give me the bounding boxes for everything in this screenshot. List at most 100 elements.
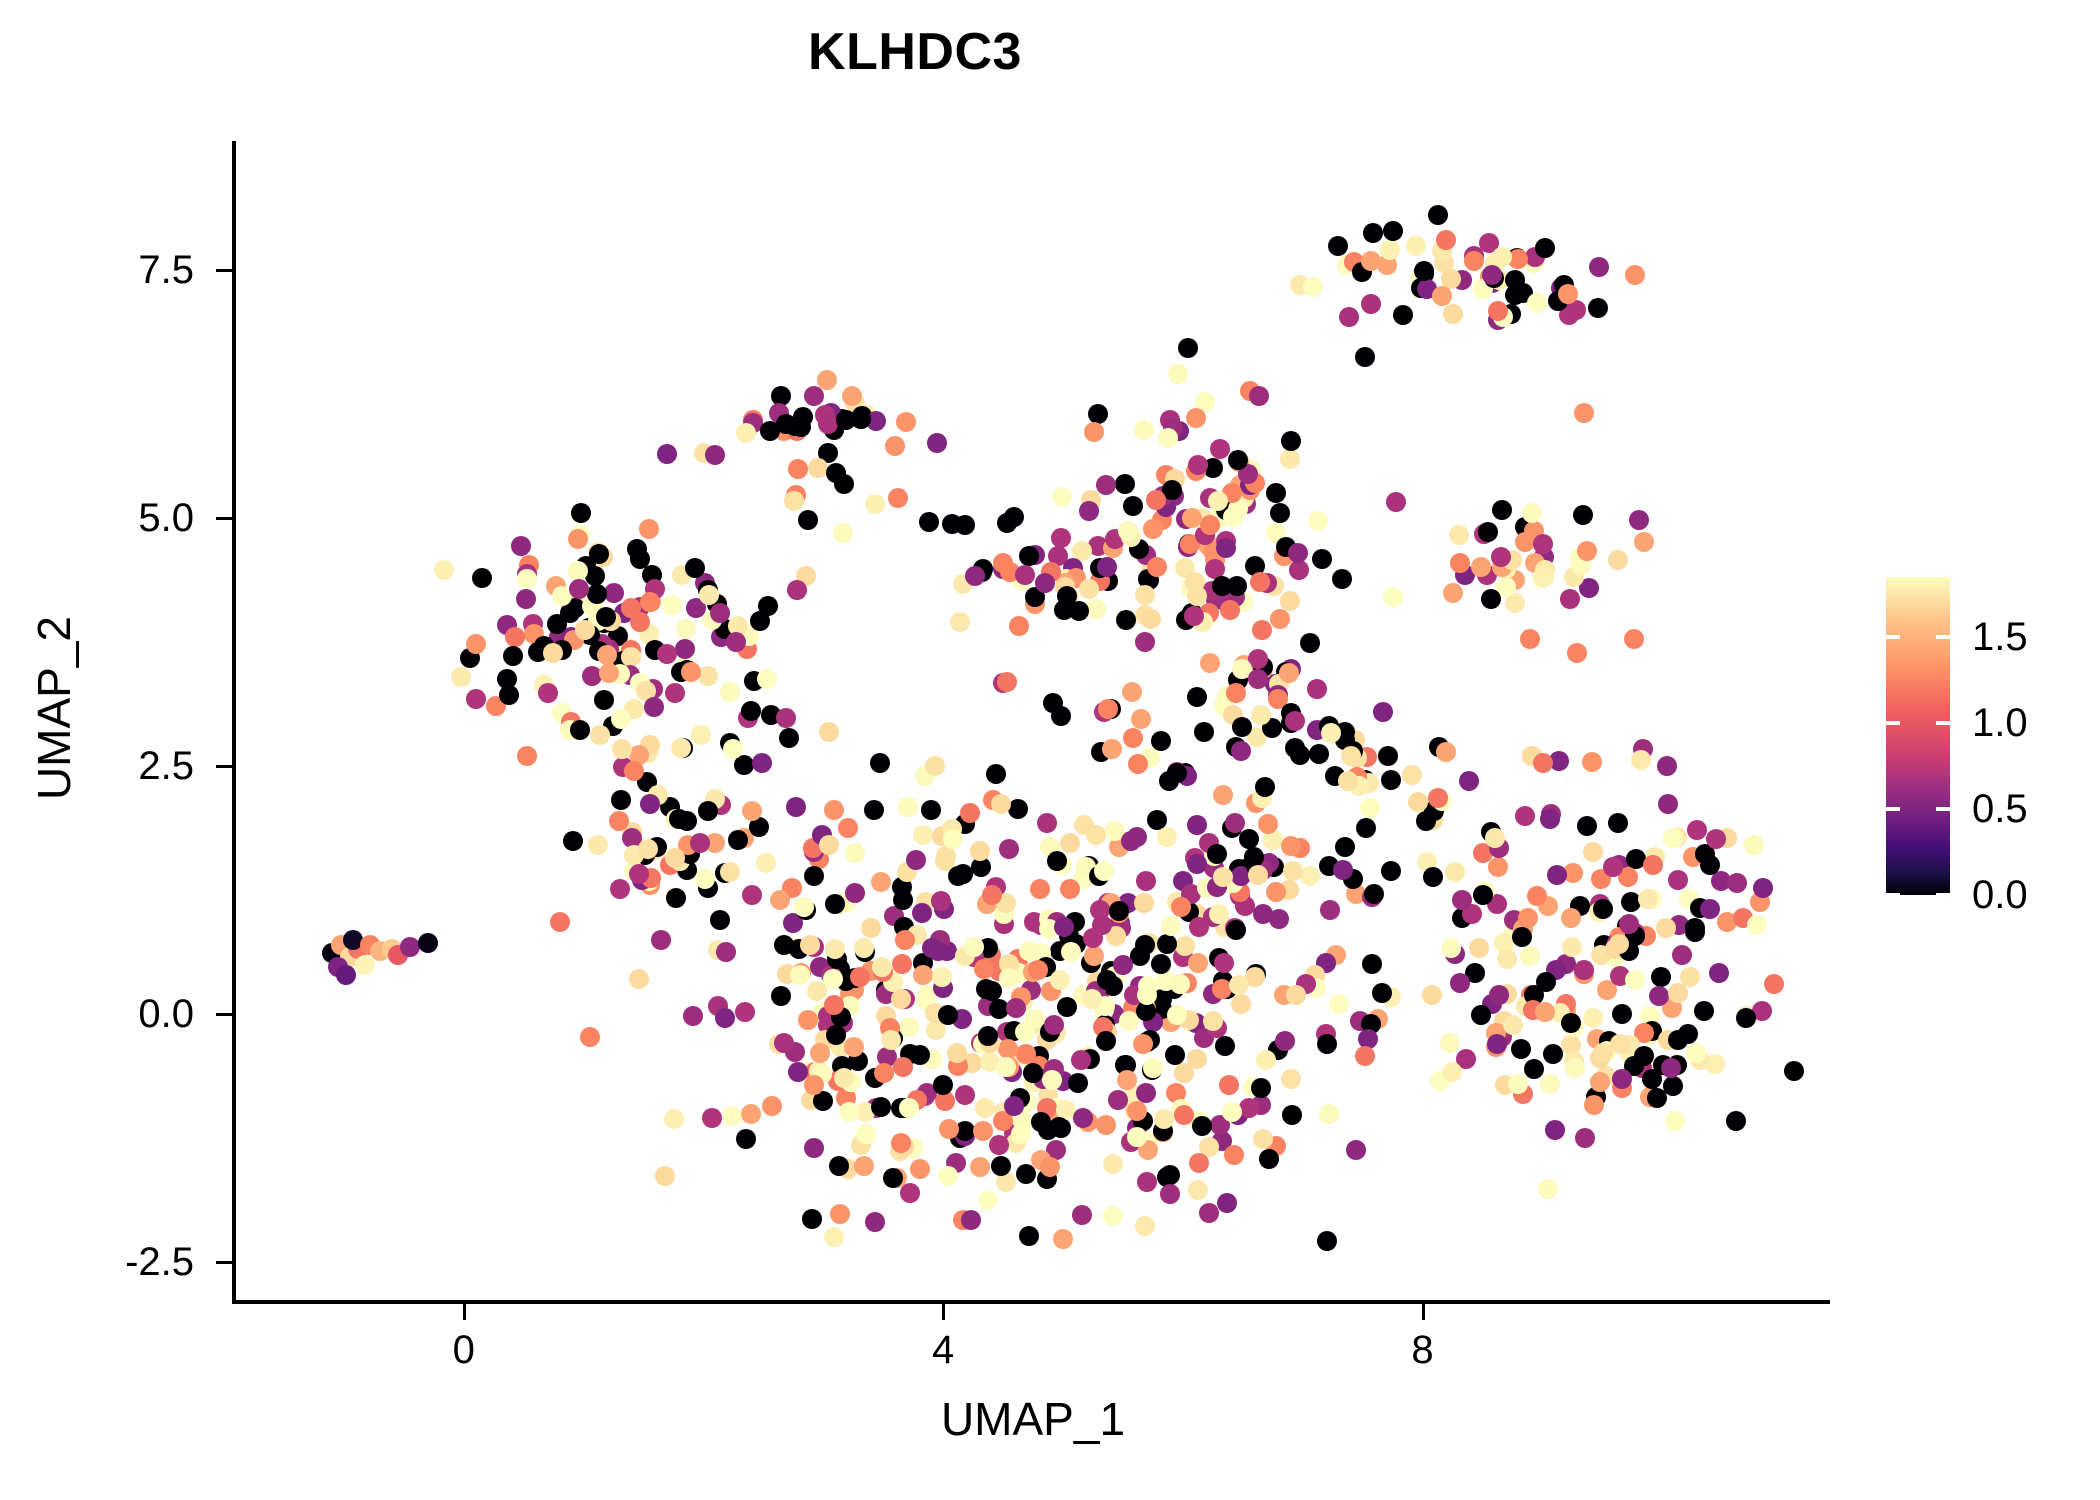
- scatter-point: [833, 522, 854, 543]
- scatter-point: [735, 423, 756, 444]
- scatter-point: [895, 929, 916, 950]
- scatter-point: [1255, 776, 1276, 797]
- scatter-point: [1633, 1022, 1654, 1043]
- y-axis-line: [232, 141, 236, 1304]
- scatter-point: [1213, 785, 1234, 806]
- scatter-point: [1170, 897, 1191, 918]
- scatter-point: [1096, 1115, 1117, 1136]
- scatter-point: [1623, 629, 1644, 650]
- scatter-point: [1147, 556, 1168, 577]
- scatter-point: [1285, 985, 1306, 1006]
- scatter-point: [1128, 753, 1149, 774]
- scatter-point: [399, 936, 420, 957]
- scatter-point: [1694, 843, 1715, 864]
- scatter-point: [900, 1183, 921, 1204]
- scatter-point: [1300, 633, 1321, 654]
- scatter-point: [1047, 850, 1068, 871]
- scatter-point: [1539, 1073, 1560, 1094]
- scatter-point: [733, 754, 754, 775]
- scatter-point: [1764, 973, 1785, 994]
- scatter-point: [990, 793, 1011, 814]
- scatter-point: [896, 412, 917, 433]
- scatter-point: [1491, 247, 1512, 268]
- scatter-point: [593, 689, 614, 710]
- scatter-point: [922, 938, 943, 959]
- scatter-point: [1256, 1049, 1277, 1070]
- scatter-point: [1621, 891, 1642, 912]
- scatter-point: [701, 1107, 722, 1128]
- scatter-point: [1270, 503, 1291, 524]
- scatter-point: [1596, 980, 1617, 1001]
- scatter-point: [824, 994, 845, 1015]
- scatter-point: [1287, 543, 1308, 563]
- scatter-point: [1607, 550, 1628, 571]
- scatter-point: [1784, 1061, 1805, 1082]
- scatter-point: [1481, 588, 1501, 609]
- scatter-point: [1023, 1063, 1044, 1084]
- scatter-point: [620, 646, 641, 667]
- scatter-point: [1188, 1180, 1209, 1201]
- scatter-point: [1316, 1033, 1337, 1054]
- scatter-point: [570, 502, 591, 523]
- scatter-point: [971, 856, 992, 877]
- scatter-point: [802, 1208, 823, 1229]
- scatter-point: [565, 597, 586, 618]
- scatter-point: [1668, 1029, 1689, 1050]
- scatter-point: [1051, 705, 1071, 726]
- scatter-point: [1101, 738, 1122, 759]
- scatter-point: [1496, 949, 1517, 970]
- scatter-point: [1189, 1153, 1210, 1173]
- scatter-point: [1588, 256, 1609, 277]
- scatter-point: [1191, 1115, 1212, 1136]
- scatter-point: [1194, 722, 1215, 743]
- scatter-point: [570, 720, 591, 741]
- scatter-point: [722, 1106, 743, 1127]
- scatter-point: [841, 386, 862, 407]
- scatter-point: [1136, 871, 1157, 892]
- scatter-point: [1582, 752, 1603, 773]
- scatter-point: [1228, 449, 1249, 470]
- scatter-point: [975, 1098, 996, 1119]
- scatter-point: [1209, 438, 1230, 459]
- scatter-point: [1015, 1043, 1036, 1064]
- scatter-point: [675, 639, 696, 660]
- scatter-point: [1630, 750, 1651, 770]
- scatter-point: [727, 616, 748, 637]
- scatter-point: [604, 582, 625, 603]
- scatter-point: [640, 591, 661, 612]
- scatter-point: [670, 737, 691, 758]
- scatter-point: [1143, 1058, 1164, 1079]
- scatter-point: [779, 728, 800, 749]
- scatter-point: [1278, 663, 1299, 684]
- scatter-point: [1185, 571, 1206, 592]
- scatter-point: [1619, 914, 1640, 935]
- scatter-point: [1527, 886, 1548, 907]
- scatter-point: [825, 893, 846, 914]
- scatter-point: [1208, 490, 1229, 511]
- scatter-point: [1145, 489, 1166, 510]
- scatter-point: [969, 840, 990, 861]
- scatter-point: [1221, 1102, 1242, 1123]
- scatter-point: [849, 966, 870, 987]
- scatter-point: [1502, 1015, 1523, 1035]
- scatter-point: [1174, 1104, 1195, 1125]
- scatter-point: [799, 934, 820, 955]
- scatter-point: [893, 889, 914, 910]
- scatter-point: [1150, 731, 1171, 752]
- scatter-point: [1268, 689, 1289, 710]
- scatter-point: [682, 1006, 703, 1027]
- scatter-point: [959, 803, 980, 824]
- scatter-point: [1661, 1057, 1682, 1078]
- scatter-point: [1364, 883, 1385, 904]
- scatter-point: [664, 847, 685, 868]
- scatter-point: [343, 929, 364, 950]
- scatter-point: [1035, 572, 1056, 593]
- scatter-point: [833, 1067, 854, 1088]
- scatter-point: [1608, 812, 1629, 833]
- scatter-point: [1121, 831, 1142, 852]
- scatter-point: [1087, 535, 1108, 556]
- scatter-point: [1157, 934, 1178, 955]
- scatter-point: [1248, 648, 1269, 669]
- scatter-point: [1259, 1149, 1280, 1170]
- scatter-point: [599, 663, 620, 684]
